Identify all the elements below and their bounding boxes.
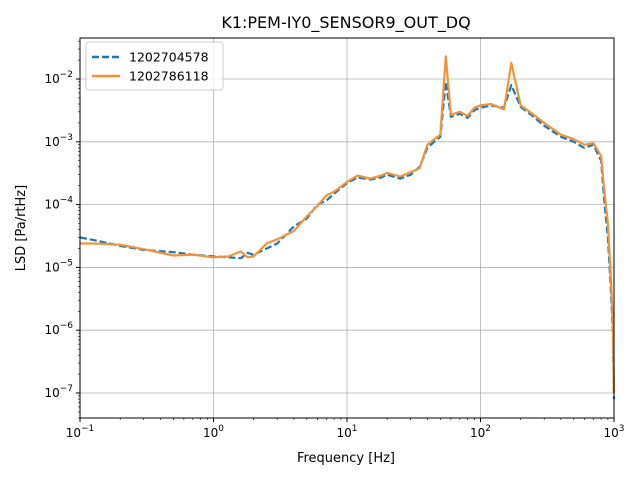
y-tick-label: 10−6 xyxy=(44,321,73,337)
y-tick-label: 10−5 xyxy=(44,258,73,274)
legend-label-series-1: 1202704578 xyxy=(129,50,209,65)
legend: 1202704578 1202786118 xyxy=(85,41,224,91)
grid-lines xyxy=(79,38,615,418)
x-tick-label: 102 xyxy=(470,424,491,440)
y-tick-label: 10−4 xyxy=(44,196,73,212)
x-tick-label: 103 xyxy=(603,424,624,440)
legend-label-series-2: 1202786118 xyxy=(129,69,209,84)
series-line-2 xyxy=(80,55,616,394)
y-tick-label: 10−3 xyxy=(44,133,73,149)
data-series xyxy=(79,55,616,400)
axis-ticks: 10−1 100 101 102 103 10−7 10−6 10−5 10−4 10−3 10−2 xyxy=(44,40,625,440)
y-tick-label: 10−2 xyxy=(44,70,73,86)
x-tick-label: 100 xyxy=(203,424,224,440)
y-tick-label: 10−7 xyxy=(44,384,73,400)
x-axis-label: Frequency [Hz] xyxy=(297,451,395,466)
y-axis-label: LSD [Pa/rtHz] xyxy=(14,185,29,271)
legend-box xyxy=(85,41,224,91)
x-tick-label: 10−1 xyxy=(66,424,95,440)
x-tick-label: 101 xyxy=(336,424,357,440)
chart-title: K1:PEM-IY0_SENSOR9_OUT_DQ xyxy=(221,13,470,33)
